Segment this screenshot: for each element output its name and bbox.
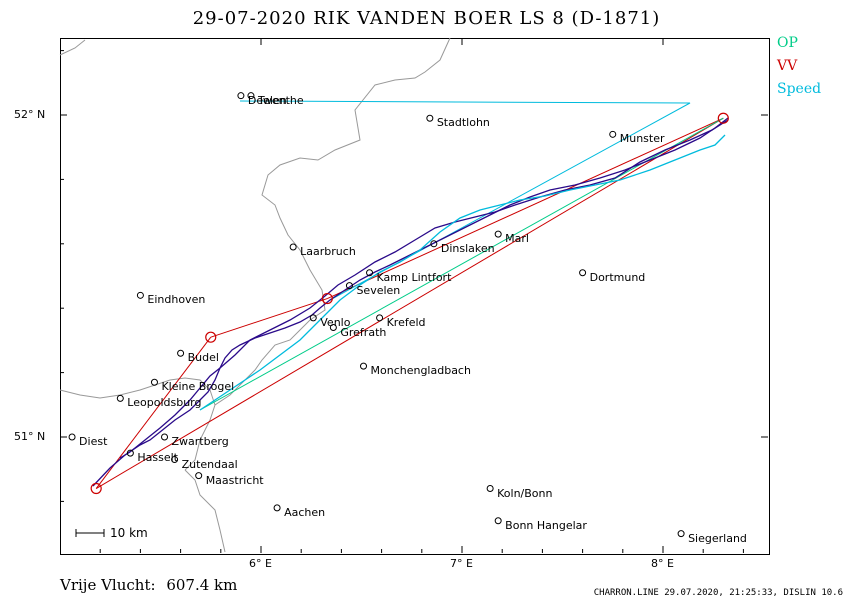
legend-vv: VV — [777, 58, 798, 74]
task-lines — [95, 100, 724, 489]
coast-nw — [59, 39, 86, 56]
city-label: Grefrath — [340, 325, 387, 339]
scale-label: 10 km — [110, 526, 148, 540]
city-marker — [677, 530, 685, 538]
city-marker — [494, 230, 502, 238]
turnpoint-marker — [717, 112, 729, 124]
distance-value: 607.4 km — [166, 576, 238, 594]
city-label: Zutendaal — [181, 457, 238, 471]
city-marker — [426, 114, 434, 122]
city-marker — [116, 394, 124, 402]
city-marker — [309, 314, 317, 322]
city-label: Kleine Brogel — [161, 380, 235, 394]
city-label: Sevelen — [356, 283, 401, 297]
city-marker — [150, 378, 158, 386]
flight-track-return — [119, 119, 729, 459]
city-label: Zwartberg — [171, 435, 229, 448]
city-label: Dortmund — [589, 270, 646, 284]
city-label: Twenthe — [257, 93, 304, 107]
city-marker — [68, 433, 76, 441]
city-marker — [247, 92, 255, 100]
map-title: 29-07-2020 RIK VANDEN BOER LS 8 (D-1871) — [192, 8, 661, 29]
city-marker — [345, 282, 353, 290]
op-line — [199, 117, 724, 411]
city-label: Krefeld — [386, 315, 426, 329]
city-marker — [360, 362, 368, 370]
city-marker — [494, 517, 502, 525]
turnpoint-marker — [90, 482, 102, 495]
turnpoint-marker — [321, 292, 333, 305]
city-marker — [171, 456, 179, 464]
lon-tick-label: 8° E — [651, 557, 674, 570]
city-marker — [273, 504, 281, 512]
city-marker — [195, 472, 203, 480]
city-label: Laarbruch — [300, 245, 356, 259]
city-label: Venlo — [320, 315, 351, 329]
scale-bar — [75, 529, 105, 537]
render-stamp: CHARRON.LINE 29.07.2020, 21:25:33, DISLI… — [593, 588, 843, 598]
city-marker — [486, 485, 494, 493]
city-marker — [609, 130, 617, 138]
axis-ticks — [60, 38, 768, 553]
lat-tick-label: 52° N — [14, 108, 46, 121]
task-leg — [327, 117, 724, 299]
city-marker — [161, 433, 169, 441]
city-label: Budel — [187, 351, 219, 365]
city-markers — [68, 92, 685, 538]
city-label: Stadtlohn — [436, 116, 490, 130]
lon-tick-label: 6° E — [249, 557, 272, 570]
turnpoint-markers — [90, 112, 729, 495]
city-label: Aachen — [284, 505, 326, 519]
city-label: Kamp Lintfort — [376, 270, 452, 284]
city-marker — [430, 240, 438, 248]
city-label: Koln/Bonn — [497, 486, 553, 500]
city-label: Hasselt — [137, 451, 178, 465]
distance-label: Vrije Vlucht: — [60, 576, 156, 594]
city-marker — [579, 269, 587, 277]
border-be-nl-de-south — [184, 469, 226, 553]
city-label: Bonn Hangelar — [505, 518, 587, 532]
distance-readout: Vrije Vlucht: 607.4 km — [60, 576, 237, 594]
turnpoint-marker — [205, 331, 217, 343]
legend-speed: Speed — [777, 81, 822, 97]
city-marker — [177, 349, 185, 357]
city-marker — [237, 92, 245, 100]
lon-tick-label: 7° E — [450, 557, 473, 570]
city-marker — [366, 269, 374, 277]
city-label: Diest — [79, 435, 108, 448]
flight-track-main — [92, 117, 729, 487]
city-marker — [126, 449, 134, 457]
city-label: Monchengladbach — [370, 364, 471, 378]
city-label: Maastricht — [205, 473, 264, 487]
city-label: Eindhoven — [147, 293, 206, 307]
city-label: Marl — [505, 232, 529, 246]
city-label: Leopoldsburg — [127, 396, 202, 410]
city-marker — [329, 324, 337, 332]
city-label: Siegerland — [688, 531, 747, 545]
city-marker — [289, 243, 297, 251]
city-marker — [376, 314, 384, 322]
speed-track — [199, 134, 726, 411]
city-label: Deelen — [247, 93, 287, 107]
task-leg — [210, 298, 328, 338]
lat-tick-label: 51° N — [14, 430, 46, 443]
city-marker — [136, 291, 144, 299]
map-frame[interactable] — [60, 38, 770, 555]
flight-track — [92, 117, 729, 487]
city-label: Munster — [619, 132, 665, 146]
legend-op: OP — [777, 35, 798, 51]
city-label: Dinslaken — [440, 241, 495, 255]
